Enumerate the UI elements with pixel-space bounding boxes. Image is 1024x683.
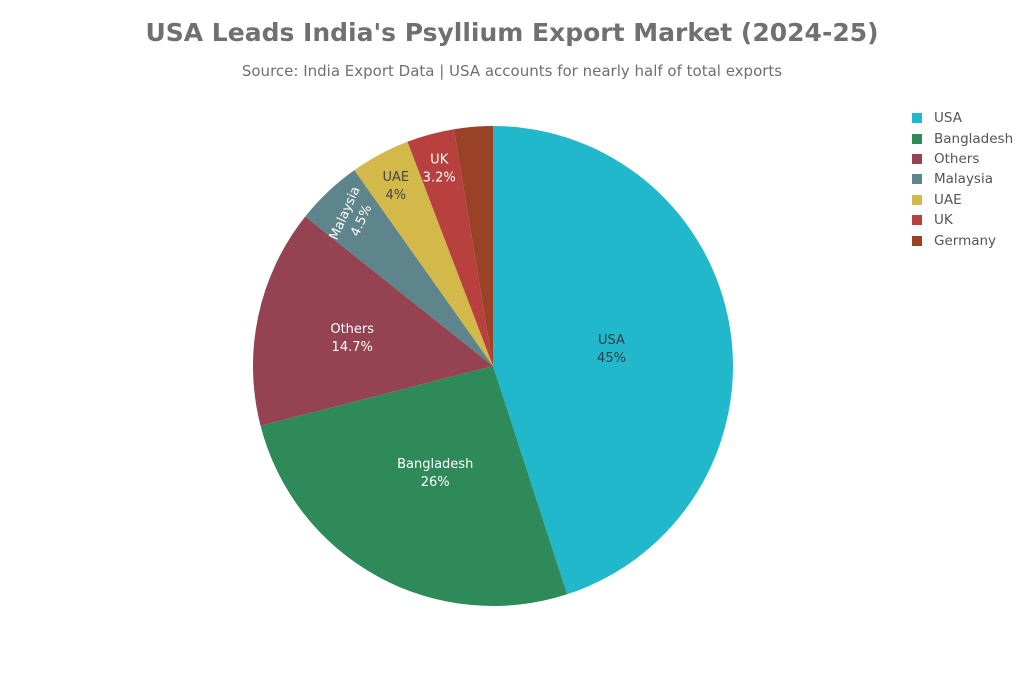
legend-swatch	[912, 174, 922, 185]
slice-name-uk: UK	[430, 153, 449, 168]
slice-label-bangladesh: Bangladesh 26%	[397, 457, 473, 490]
legend-item-others[interactable]: Others	[912, 149, 1013, 169]
slice-label-others: Others 14.7%	[330, 322, 374, 355]
slice-label-usa: USA 45%	[597, 333, 626, 366]
slice-value-usa: 45%	[597, 351, 626, 366]
legend-swatch	[912, 194, 922, 205]
legend-label: USA	[934, 110, 962, 127]
legend-item-uae[interactable]: UAE	[912, 190, 1013, 210]
pie-slice-bangladesh	[260, 366, 568, 606]
pie-slice-germany	[453, 126, 493, 366]
legend-swatch	[912, 153, 922, 164]
legend-item-germany[interactable]: Germany	[912, 230, 1013, 250]
legend-swatch	[912, 133, 922, 144]
legend-label: Germany	[934, 232, 997, 249]
legend: USA Bangladesh Others Malaysia UAE UK Germany	[912, 108, 1013, 251]
legend-swatch	[912, 235, 922, 246]
slice-value-uae: 4%	[385, 188, 406, 203]
chart-subtitle: Source: India Export Data | USA accounts…	[241, 62, 783, 80]
legend-item-malaysia[interactable]: Malaysia	[912, 169, 1013, 189]
slice-name-uae: UAE	[382, 170, 409, 185]
slice-value-uk: 3.2%	[423, 171, 456, 186]
slice-label-uae: UAE 4%	[382, 170, 409, 203]
slice-name-bangladesh: Bangladesh	[397, 457, 473, 472]
legend-label: Bangladesh	[934, 130, 1014, 147]
pie-slice-others	[252, 216, 493, 426]
slice-name-usa: USA	[598, 333, 625, 348]
legend-label: Malaysia	[934, 171, 993, 188]
chart-title: USA Leads India's Psyllium Export Market…	[145, 18, 879, 47]
slice-label-uk: UK 3.2%	[423, 153, 456, 186]
pie-slice-uae	[354, 141, 493, 366]
legend-item-uk[interactable]: UK	[912, 210, 1013, 230]
slice-value-bangladesh: 26%	[421, 475, 450, 490]
legend-swatch	[912, 215, 922, 226]
legend-label: UAE	[934, 191, 962, 208]
pie-slice-usa	[493, 126, 733, 595]
legend-item-usa[interactable]: USA	[912, 108, 1013, 128]
slice-value-others: 14.7%	[332, 340, 373, 355]
legend-label: UK	[934, 212, 953, 229]
legend-swatch	[912, 113, 922, 124]
pie-slice-malaysia	[305, 170, 493, 366]
slice-name-others: Others	[330, 322, 374, 337]
legend-label: Others	[934, 150, 980, 167]
pie-slice-uk	[407, 129, 493, 366]
legend-item-bangladesh[interactable]: Bangladesh	[912, 128, 1013, 148]
